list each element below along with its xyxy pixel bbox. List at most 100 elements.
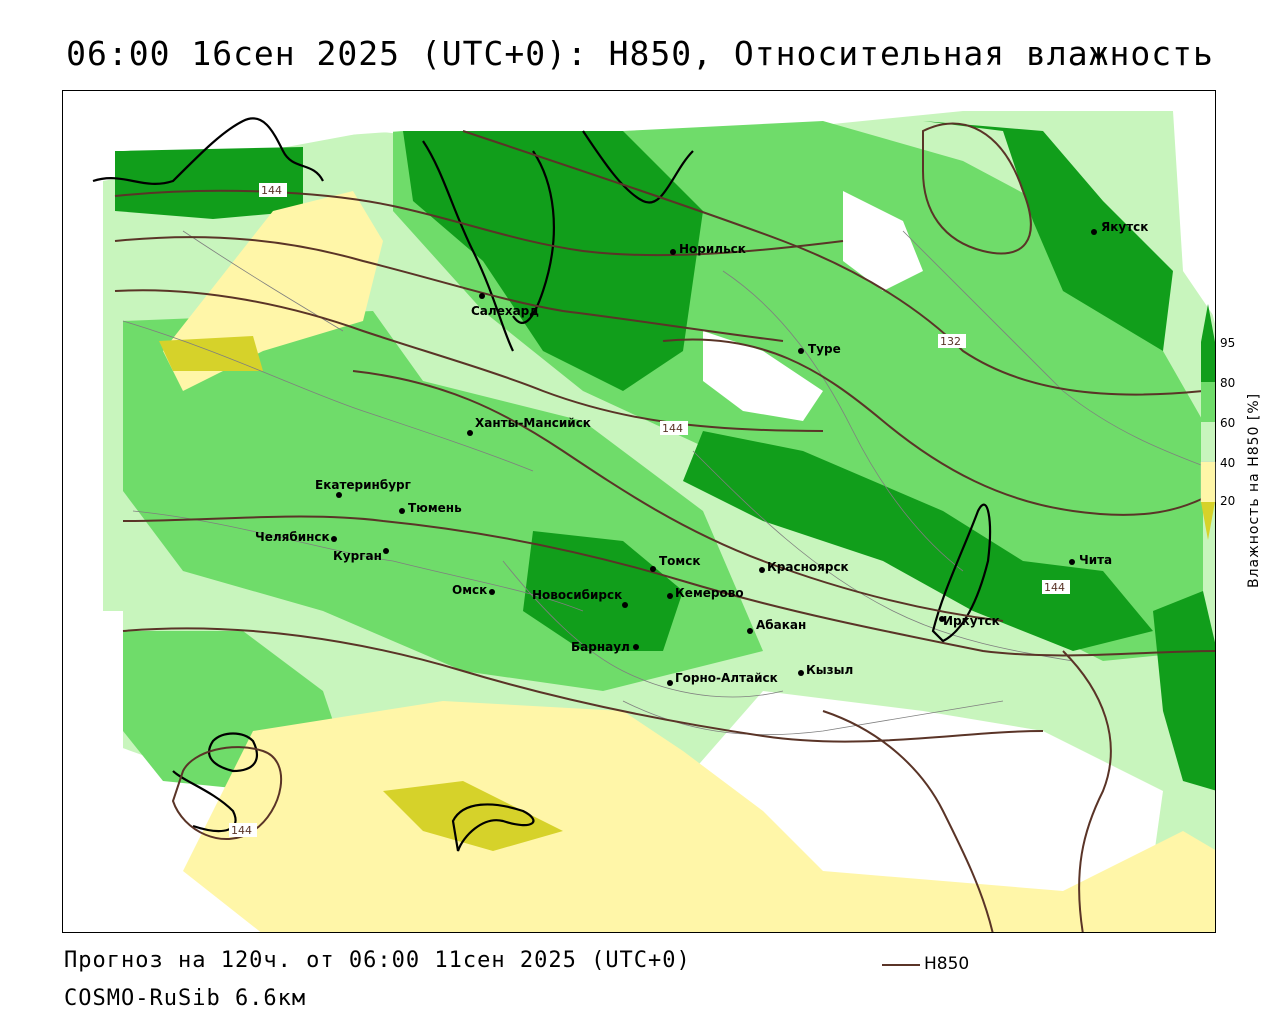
colorbar [1200,304,1216,540]
contour-line-6 [122,627,1044,743]
field-dry-dark-nw [159,336,263,371]
field-moist-dark-arctic [115,147,303,219]
city-markers: Якутск Норильск Салехард Туре Ханты-Манс… [255,220,1148,686]
legend-tick: 40 [1220,456,1236,470]
city-dot [479,293,485,299]
legend-tick: 95 [1220,336,1236,350]
legend-axis-title: Влажность на H850 [%] [1246,392,1262,588]
field-unmodeled-nw [63,91,403,151]
legend-tick: 80 [1220,376,1236,390]
city-dot [489,589,495,595]
colorbar-top-arrow [1201,304,1215,342]
contour-line-8 [662,338,1215,516]
field-unmodeled-ne [1163,91,1215,319]
contour-line-key-label: H850 [924,954,970,974]
city-label: Новосибирск [532,588,622,602]
city-label: Кемерово [675,586,744,600]
contour-line-7 [352,370,1004,622]
border-line-6 [722,270,964,572]
city-label: Абакан [756,618,806,632]
city-dot [336,492,342,498]
coast-gulf-ob [512,150,556,324]
map-title: 06:00 16сен 2025 (UTC+0): H850, Относите… [66,34,1214,73]
city-dot [467,430,473,436]
border-line-3 [502,560,784,698]
contour-line-4 [462,130,1204,396]
forecast-label: Прогноз на 120ч. от 06:00 11сен 2025 (UT… [64,948,691,973]
field-moist-dark-east [923,121,1173,351]
field-moist-dark-band [683,431,1153,651]
contour-line-swatch [882,964,920,966]
city-dot [759,567,765,573]
contour-low-southwest [171,746,282,841]
border-line-2 [132,510,584,612]
contour-line-south [822,710,994,932]
city-dot [650,566,656,572]
model-label: COSMO-RuSib 6.6км [64,986,307,1011]
city-dot [1069,559,1075,565]
city-label: Чита [1079,553,1112,567]
city-dot [1091,229,1097,235]
coastlines [92,117,992,852]
field-dry-dark-sw [383,781,563,851]
city-label: Тюмень [408,501,462,515]
contour-label: 144 [1044,581,1065,594]
colorbar-band-80 [1201,382,1215,422]
border-line-1 [122,320,534,472]
city-label: Иркутск [943,614,1000,628]
coast-arctic-west [92,117,324,185]
field-neutral-east [843,191,923,291]
city-label: Ханты-Мансийск [475,416,591,430]
sea-caspian [172,770,237,833]
border-line-7 [902,230,1215,471]
field-unmodeled-west [63,611,123,932]
coast-yamal [422,140,514,352]
city-dot [622,602,628,608]
colorbar-band-95 [1201,342,1215,382]
field-moist-dark-se [1153,591,1215,791]
legend-tick: 60 [1220,416,1236,430]
city-label: Кызыл [806,663,853,677]
sea-aral [208,732,258,773]
colorbar-band-20 [1201,462,1215,502]
colorbar-band-60 [1201,422,1215,462]
humidity-field [63,91,1215,932]
map-panel[interactable]: 144 132 144 144 144 Якутск Норильск Сале… [62,90,1216,933]
contour-line-1 [114,189,844,257]
city-dot [633,644,639,650]
city-label: Омск [452,583,487,597]
city-dot [670,249,676,255]
city-dot [798,348,804,354]
city-dot [331,536,337,542]
contour-line-2 [114,236,784,342]
city-label: Курган [333,549,382,563]
contour-label: 144 [662,422,683,435]
city-dot [798,670,804,676]
field-moist-dark-north [403,131,703,391]
city-label: Салехард [471,304,539,318]
contour-label: 144 [231,824,252,837]
contour-line-5 [122,515,1215,657]
city-label: Норильск [679,242,746,256]
city-label: Челябинск [255,530,330,544]
contour-labels: 144 132 144 144 144 [229,183,1070,837]
legend: 95 80 60 40 20 [1198,300,1280,600]
contour-label: 132 [940,335,961,348]
contour-label: 144 [261,184,282,197]
colorbar-bottom-arrow [1201,502,1215,540]
city-dot [747,628,753,634]
border-line-5 [692,450,1074,662]
contour-trough-east [922,122,1032,255]
city-dot [399,508,405,514]
city-dot [939,616,945,622]
city-dot [667,593,673,599]
field-moist-dark-yenisei [523,531,683,651]
field-dry-light-south [183,701,1215,932]
city-label: Якутск [1101,220,1148,234]
coast-taymyr [582,130,694,204]
lake-balkhash [451,803,535,852]
map-canvas[interactable]: 144 132 144 144 144 Якутск Норильск Сале… [63,91,1216,933]
border-line-8 [182,230,344,332]
city-label: Барнаул [571,640,630,654]
city-dot [383,548,389,554]
